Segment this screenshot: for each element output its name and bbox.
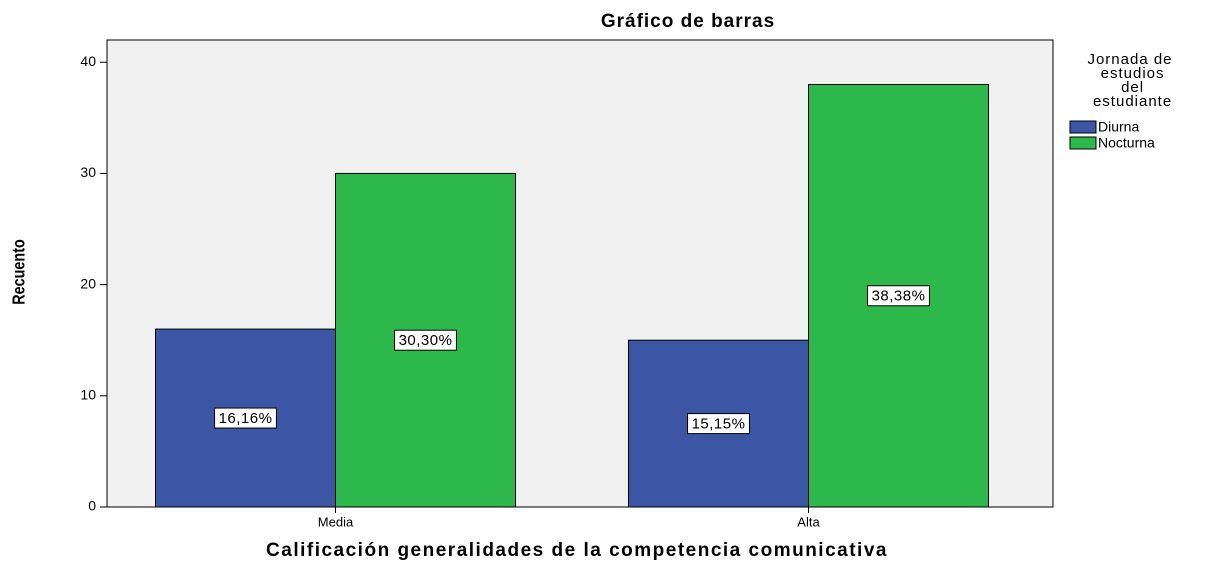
y-tick-label: 40: [80, 53, 96, 69]
y-axis-label: Recuento: [9, 239, 29, 305]
y-tick-label: 30: [80, 164, 96, 180]
legend-title: Jornada de estudios del estudiante: [1087, 51, 1172, 110]
y-tick-label: 0: [88, 498, 96, 514]
value-label: 30,30%: [399, 332, 453, 349]
legend-label: Nocturna: [1098, 135, 1155, 151]
value-label: 38,38%: [872, 288, 926, 305]
legend-label: Diurna: [1098, 119, 1139, 135]
value-label-box: [394, 329, 457, 351]
legend-swatch: [1069, 120, 1097, 134]
value-label-box: [687, 413, 750, 435]
x-tick-label: Media: [318, 514, 354, 529]
value-label-box: [214, 407, 277, 429]
y-tick-label: 20: [80, 275, 96, 291]
legend-swatch: [1069, 136, 1097, 150]
x-axis-label: Calificación generalidades de la compete…: [266, 540, 888, 561]
value-label: 15,15%: [692, 416, 746, 433]
value-label-box: [867, 285, 930, 307]
value-label: 16,16%: [219, 410, 273, 427]
chart-title: Gráfico de barras: [601, 11, 775, 32]
x-tick-label: Alta: [797, 514, 820, 529]
y-tick-label: 10: [80, 387, 96, 403]
